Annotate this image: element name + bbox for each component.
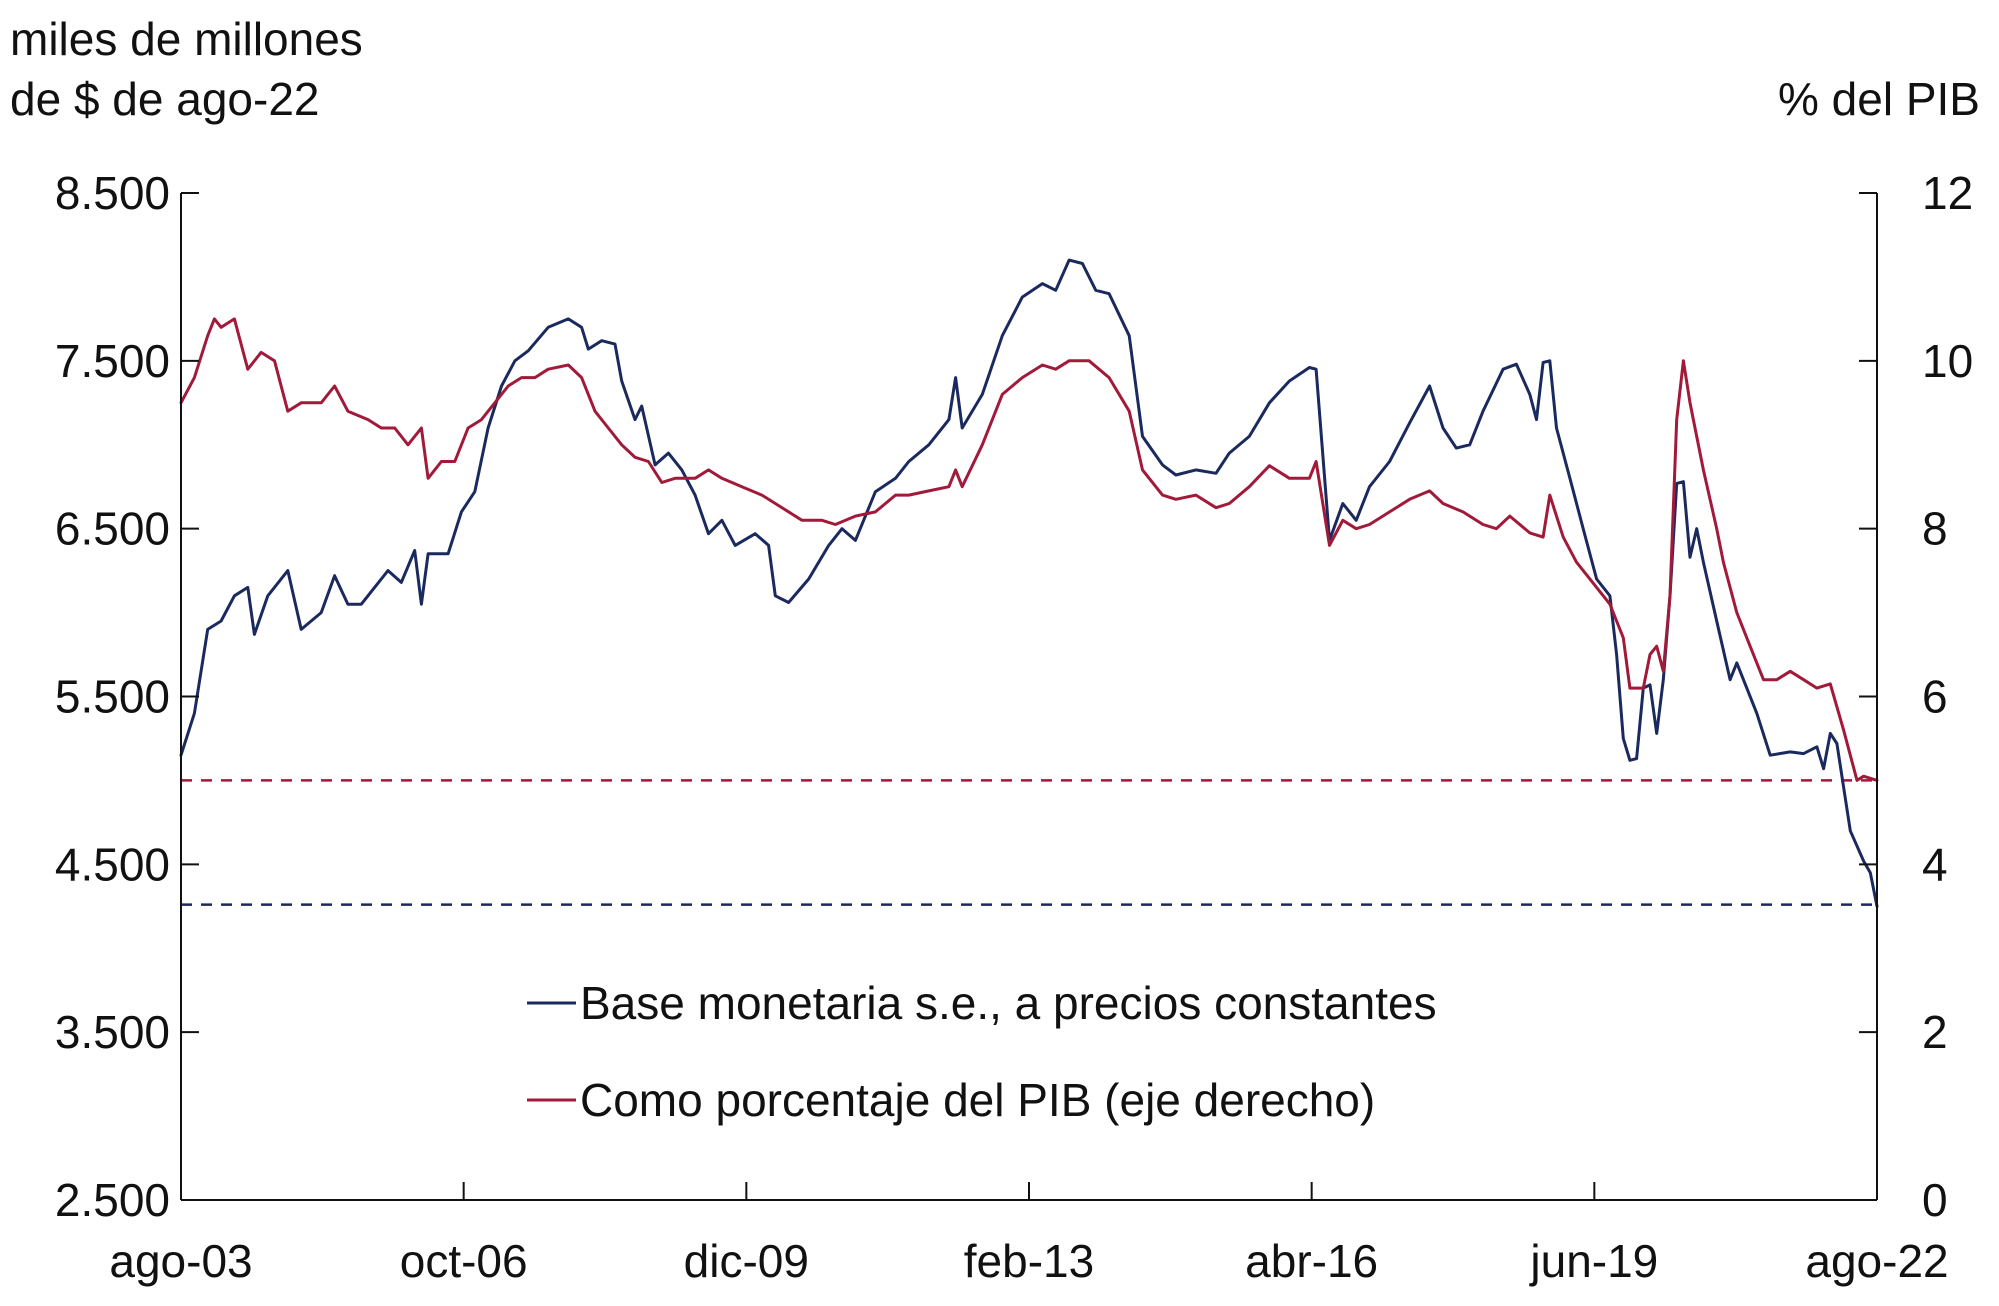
right-tick-label: 4 bbox=[1922, 838, 1948, 890]
right-tick-label: 0 bbox=[1922, 1174, 1948, 1226]
right-tick-label: 2 bbox=[1922, 1006, 1948, 1058]
legend-label: Base monetaria s.e., a precios constante… bbox=[580, 977, 1437, 1029]
legend: Base monetaria s.e., a precios constante… bbox=[527, 977, 1437, 1126]
legend-label: Como porcentaje del PIB (eje derecho) bbox=[580, 1074, 1375, 1126]
x-tick-label: abr-16 bbox=[1245, 1235, 1378, 1287]
left-tick-label: 5.500 bbox=[55, 671, 170, 723]
left-tick-label: 4.500 bbox=[55, 838, 170, 890]
left-tick-label: 6.500 bbox=[55, 503, 170, 555]
left-tick-label: 7.500 bbox=[55, 335, 170, 387]
right-tick-label: 10 bbox=[1922, 335, 1973, 387]
right-tick-label: 6 bbox=[1922, 671, 1948, 723]
x-tick-label: dic-09 bbox=[684, 1235, 809, 1287]
x-tick-label: ago-03 bbox=[109, 1235, 252, 1287]
left-axis-unit-line1: miles de millones bbox=[10, 13, 363, 65]
series-lines bbox=[179, 258, 1879, 908]
reference-lines bbox=[181, 779, 1877, 906]
left-axis-ticks: 8.500 7.500 6.500 5.500 4.500 3.500 2.500 bbox=[55, 167, 199, 1226]
right-tick-label: 12 bbox=[1922, 167, 1973, 219]
series-line-porcentaje-pib bbox=[179, 317, 1879, 782]
x-tick-label: oct-06 bbox=[400, 1235, 528, 1287]
right-axis-ticks: 12 10 8 6 4 2 0 bbox=[1859, 167, 1973, 1226]
right-axis-unit: % del PIB bbox=[1778, 73, 1980, 125]
x-tick-label: feb-13 bbox=[964, 1235, 1094, 1287]
x-axis-ticks: ago-03 oct-06 dic-09 feb-13 abr-16 jun-19 ago-… bbox=[109, 1182, 1949, 1287]
left-tick-label: 8.500 bbox=[55, 167, 170, 219]
right-tick-label: 8 bbox=[1922, 503, 1948, 555]
x-tick-label: jun-19 bbox=[1528, 1235, 1658, 1287]
series-line-base-monetaria bbox=[179, 258, 1879, 908]
left-tick-label: 3.500 bbox=[55, 1006, 170, 1058]
left-tick-label: 2.500 bbox=[55, 1174, 170, 1226]
x-tick-label: ago-22 bbox=[1805, 1235, 1948, 1287]
left-axis-unit-line2: de $ de ago-22 bbox=[10, 73, 320, 125]
